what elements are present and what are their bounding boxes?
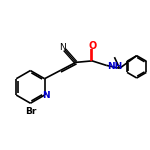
Text: N: N	[60, 43, 66, 52]
Text: NH: NH	[107, 62, 122, 71]
Text: O: O	[88, 41, 96, 51]
Text: N: N	[42, 91, 50, 100]
Text: Br: Br	[25, 107, 36, 116]
